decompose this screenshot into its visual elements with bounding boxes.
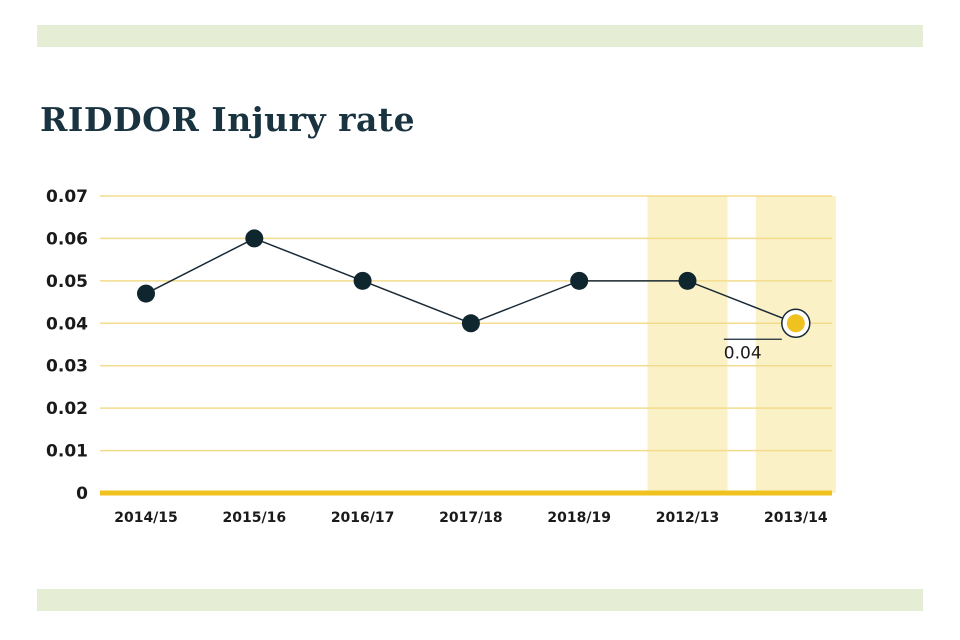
- top-decorative-band: [37, 25, 923, 47]
- x-axis-ticks: 2014/15 2015/16 2016/17 2017/18 2018/19 2012/…: [114, 510, 828, 526]
- x-tick-label-2012-13: 2012/13: [656, 510, 720, 526]
- annotation-group: 0.04: [723, 338, 782, 363]
- x-tick-label-2016-17: 2016/17: [331, 510, 395, 526]
- highlight-columns: [647, 196, 836, 493]
- y-tick-label-0.06: 0.06: [46, 229, 88, 249]
- y-tick-label-0.05: 0.05: [46, 272, 88, 292]
- x-tick-label-2015-16: 2015/16: [223, 510, 287, 526]
- data-point-2015-16: [245, 229, 264, 248]
- y-tick-label-0.04: 0.04: [46, 314, 88, 334]
- x-tick-label-2013-14: 2013/14: [764, 510, 828, 526]
- data-points: [137, 229, 811, 339]
- x-tick-label-2014-15: 2014/15: [114, 510, 178, 526]
- y-axis-ticks: 0 0.01 0.02 0.03 0.04 0.05 0.06 0.07: [46, 187, 88, 504]
- x-tick-label-2017-18: 2017/18: [439, 510, 503, 526]
- annotation-label: 0.04: [724, 343, 762, 363]
- highlight-column-2013-14: [755, 196, 836, 493]
- data-point-2014-15: [137, 284, 155, 303]
- chart-title: RIDDOR Injury rate: [40, 100, 416, 139]
- highlight-column-2012-13: [647, 196, 728, 493]
- y-tick-label-0: 0: [76, 484, 88, 504]
- y-tick-label-0.07: 0.07: [46, 187, 88, 207]
- data-point-2018-19: [570, 271, 589, 290]
- bottom-decorative-band: [37, 589, 923, 611]
- gridlines: [100, 195, 832, 496]
- data-point-2012-13: [678, 271, 697, 290]
- data-point-2017-18: [461, 314, 480, 333]
- data-point-2016-17: [353, 271, 372, 290]
- y-tick-label-0.01: 0.01: [46, 442, 88, 462]
- data-point-2013-14: [786, 314, 805, 333]
- y-tick-label-0.02: 0.02: [46, 399, 88, 419]
- x-tick-label-2018-19: 2018/19: [547, 510, 611, 526]
- y-tick-label-0.03: 0.03: [46, 357, 88, 377]
